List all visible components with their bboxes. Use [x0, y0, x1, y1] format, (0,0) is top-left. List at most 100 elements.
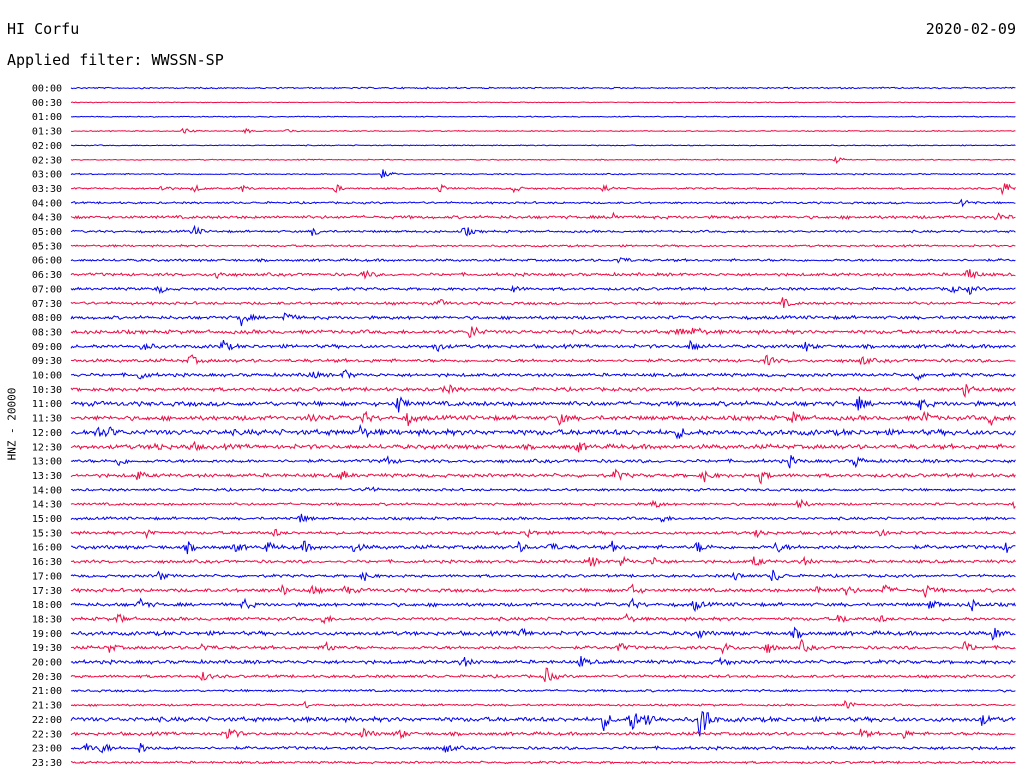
row-time-label: 12:30 [32, 442, 62, 453]
trace-row [70, 101, 1016, 104]
trace-row [70, 326, 1016, 338]
row-time-label: 08:00 [32, 313, 62, 324]
trace-row [70, 569, 1016, 582]
row-time-label: 08:30 [32, 327, 62, 338]
row-time-label: 04:00 [32, 198, 62, 209]
trace-row [70, 257, 1016, 264]
trace-row [70, 284, 1016, 296]
row-time-label: 17:30 [32, 586, 62, 597]
trace-row [70, 369, 1016, 382]
trace-row [70, 583, 1016, 598]
row-time-label: 10:30 [32, 385, 62, 396]
row-time-label: 07:00 [32, 284, 62, 295]
trace-row [70, 513, 1016, 523]
row-time-label: 00:00 [32, 84, 62, 95]
row-time-label: 03:00 [32, 170, 62, 181]
row-time-label: 05:00 [32, 227, 62, 238]
trace-row [70, 297, 1016, 308]
row-time-label: 11:30 [32, 414, 62, 425]
row-time-label: 20:30 [32, 672, 62, 683]
trace-row [70, 115, 1016, 118]
row-time-label: 04:30 [32, 213, 62, 224]
row-time-label: 21:30 [32, 701, 62, 712]
row-time-label: 19:30 [32, 643, 62, 654]
row-time-label: 17:00 [32, 571, 62, 582]
trace-row [70, 486, 1016, 493]
trace-row [70, 555, 1016, 568]
trace-row [70, 183, 1016, 196]
trace-row [70, 86, 1016, 90]
trace-row [70, 384, 1016, 398]
trace-row [70, 396, 1016, 413]
trace-row [70, 498, 1016, 510]
trace-row [70, 198, 1016, 208]
trace-row [70, 269, 1016, 280]
row-time-label: 10:00 [32, 371, 62, 382]
row-time-label: 22:00 [32, 715, 62, 726]
trace-row [70, 638, 1016, 655]
row-time-label: 09:00 [32, 342, 62, 353]
trace-row [70, 626, 1016, 641]
row-time-label: 16:30 [32, 557, 62, 568]
row-time-label: 15:30 [32, 528, 62, 539]
row-time-label: 09:30 [32, 356, 62, 367]
trace-row [70, 155, 1016, 164]
trace-row [70, 540, 1016, 555]
trace-row [70, 760, 1016, 765]
trace-row [70, 667, 1016, 682]
row-time-label: 19:00 [32, 629, 62, 640]
trace-row [70, 612, 1016, 625]
trace-row [70, 144, 1016, 147]
row-time-label: 05:30 [32, 241, 62, 252]
row-time-label: 14:30 [32, 500, 62, 511]
row-time-label: 21:00 [32, 686, 62, 697]
trace-row [71, 423, 1016, 440]
trace-row [70, 354, 1016, 366]
row-time-label: 11:00 [32, 399, 62, 410]
trace-row [70, 528, 1016, 540]
row-time-label: 14:00 [32, 485, 62, 496]
row-time-label: 01:30 [32, 127, 62, 138]
trace-row [70, 312, 1016, 327]
row-time-label: 20:00 [32, 658, 62, 669]
row-time-label: 06:30 [32, 270, 62, 281]
trace-row [70, 127, 1016, 135]
trace-row [70, 699, 1016, 709]
trace-row [70, 655, 1016, 668]
trace-row [70, 243, 1016, 248]
row-time-label: 23:30 [32, 758, 62, 769]
trace-row [70, 410, 1016, 427]
row-time-label: 03:30 [32, 184, 62, 195]
row-time-label: 18:00 [32, 600, 62, 611]
row-time-label: 13:00 [32, 457, 62, 468]
trace-row [70, 710, 1016, 737]
row-time-label: 22:30 [32, 729, 62, 740]
trace-row [70, 211, 1016, 221]
row-time-label: 12:00 [32, 428, 62, 439]
row-time-label: 23:00 [32, 744, 62, 755]
trace-row [70, 727, 1016, 740]
row-time-label: 06:00 [32, 256, 62, 267]
row-time-label: 18:30 [32, 614, 62, 625]
trace-row [70, 224, 1016, 237]
trace-row [70, 743, 1016, 754]
trace-row [70, 339, 1016, 353]
trace-row [70, 597, 1016, 613]
filter-label: Applied filter: WWSSN-SP [7, 51, 224, 69]
row-time-label: 02:00 [32, 141, 62, 152]
row-time-label: 00:30 [32, 98, 62, 109]
trace-row [70, 688, 1016, 693]
trace-row [70, 455, 1016, 469]
trace-row [70, 468, 1016, 485]
row-time-label: 07:30 [32, 299, 62, 310]
row-time-label: 16:00 [32, 543, 62, 554]
row-time-label: 15:00 [32, 514, 62, 525]
trace-row [70, 169, 1016, 179]
row-time-label: 13:30 [32, 471, 62, 482]
trace-row [70, 440, 1016, 453]
station-title: HI Corfu [7, 20, 80, 38]
row-time-label: 01:00 [32, 112, 62, 123]
row-time-label: 02:30 [32, 155, 62, 166]
date-label: 2020-02-09 [925, 20, 1016, 38]
